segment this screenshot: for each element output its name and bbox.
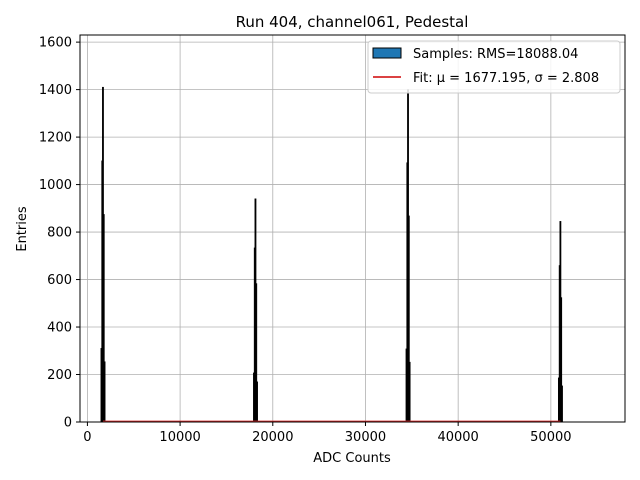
x-tick-label: 20000 [252,430,293,445]
x-axis-title: ADC Counts [313,451,391,466]
x-axis-ticks: 0 10000 20000 30000 40000 50000 [83,422,572,445]
y-axis-ticks: 0 200 400 600 800 1000 1200 1400 1600 [39,36,80,431]
histogram-bar [561,385,563,423]
grid [80,35,625,423]
legend-box [367,40,621,94]
histogram-bar [256,381,258,423]
y-tick-label: 200 [47,368,72,383]
y-axis-title: Entries [15,206,30,252]
y-tick-label: 800 [47,226,72,241]
x-tick-label: 0 [83,430,91,445]
legend-swatch-samples [372,47,402,59]
x-tick-label: 40000 [437,430,478,445]
y-tick-label: 600 [47,273,72,288]
y-tick-label: 400 [47,321,72,336]
histogram-bar [103,361,106,423]
y-tick-label: 1000 [39,178,72,193]
legend-label-fit: Fit: μ = 1677.195, σ = 2.808 [413,71,599,86]
x-tick-label: 50000 [530,430,571,445]
histogram-bar [408,361,411,423]
y-tick-label: 1200 [39,131,72,146]
plot-frame [79,34,626,423]
legend: Samples: RMS=18088.04 Fit: μ = 1677.195,… [367,40,621,94]
y-tick-label: 0 [64,416,72,431]
y-tick-label: 1600 [39,36,72,51]
x-tick-label: 10000 [159,430,200,445]
x-tick-label: 30000 [345,430,386,445]
legend-label-samples: Samples: RMS=18088.04 [413,47,578,62]
y-tick-label: 1400 [39,83,72,98]
chart-title: Run 404, channel061, Pedestal [236,13,469,31]
